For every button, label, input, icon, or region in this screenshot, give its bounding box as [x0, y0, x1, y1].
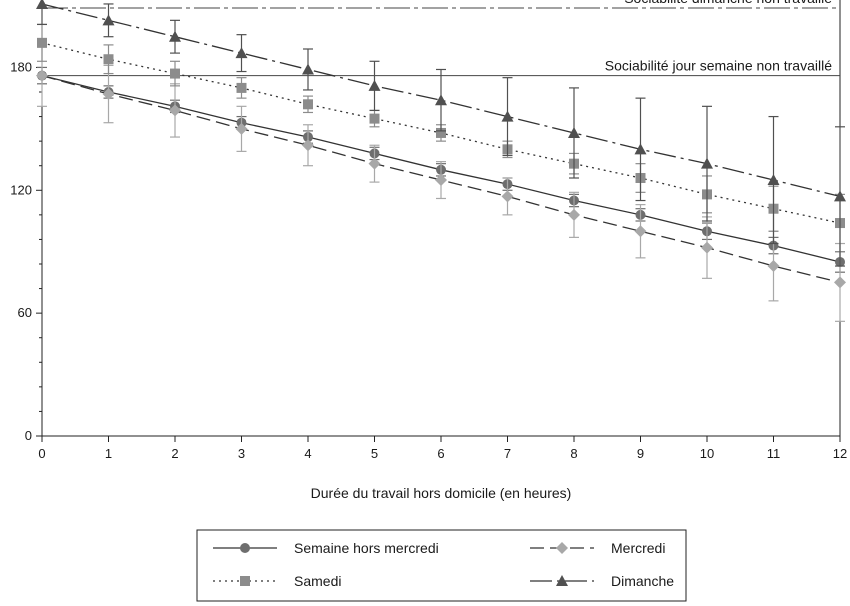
y-ticks: 0 60 120 180 — [10, 42, 42, 443]
data-point — [701, 241, 713, 254]
reference-line-label: Sociabilité jour semaine non travaillé — [605, 58, 832, 74]
x-tick-label: 10 — [700, 446, 714, 461]
data-point — [236, 82, 247, 93]
x-axis-label: Durée du travail hors domicile (en heure… — [311, 485, 572, 501]
data-point — [303, 99, 313, 110]
data-point — [368, 79, 381, 91]
series-diamond — [36, 44, 846, 322]
x-tick-label: 6 — [437, 446, 444, 461]
data-point — [701, 157, 713, 169]
x-tick-label: 11 — [767, 446, 781, 461]
data-point — [435, 174, 447, 187]
data-point — [103, 54, 114, 65]
legend-marker — [556, 542, 568, 554]
legend-box — [196, 529, 687, 602]
series-layer — [36, 0, 846, 322]
reference-lines: Sociabilité dimanche non travaillé Sociab… — [42, 0, 840, 77]
data-point — [436, 127, 446, 138]
x-tick-label: 12 — [833, 446, 847, 461]
data-point — [634, 225, 647, 238]
reference-line-label: Sociabilité dimanche non travaillé — [624, 0, 832, 6]
data-point — [235, 122, 248, 135]
data-point — [568, 126, 580, 138]
data-point — [302, 63, 314, 75]
legend-item: Semaine hors mercredi — [213, 540, 439, 556]
data-point — [834, 190, 846, 202]
data-point — [834, 276, 846, 289]
data-point — [634, 143, 647, 155]
legend-marker — [240, 543, 250, 553]
data-point — [767, 260, 780, 273]
x-tick-label: 4 — [304, 446, 311, 461]
data-point — [767, 174, 780, 186]
data-point — [368, 157, 381, 170]
x-tick-label: 7 — [504, 446, 511, 461]
data-point — [37, 37, 47, 48]
legend-label: Semaine hors mercredi — [294, 540, 439, 556]
legend-label: Samedi — [294, 573, 341, 589]
data-point — [568, 208, 580, 221]
legend-item: Mercredi — [530, 540, 665, 556]
data-point — [169, 30, 181, 42]
data-point — [36, 0, 48, 9]
data-point — [501, 110, 514, 122]
legend: Semaine hors mercredi Mercredi Samedi Diman… — [196, 529, 687, 602]
legend-item: Dimanche — [530, 573, 674, 589]
x-tick-label: 3 — [238, 446, 245, 461]
data-point — [369, 113, 380, 124]
data-point — [501, 190, 514, 203]
legend-label: Mercredi — [611, 540, 665, 556]
data-point — [302, 139, 314, 152]
x-tick-label: 5 — [371, 446, 378, 461]
x-tick-label: 9 — [637, 446, 644, 461]
legend-item: Samedi — [213, 573, 341, 589]
y-tick-label: 120 — [10, 182, 32, 197]
data-point — [169, 104, 181, 117]
legend-marker — [556, 575, 568, 586]
data-point — [102, 88, 115, 101]
data-point — [235, 47, 248, 59]
data-point — [170, 68, 180, 79]
y-tick-label: 60 — [18, 305, 32, 320]
legend-marker — [240, 576, 250, 586]
x-ticks: 0 1 2 3 4 5 6 7 8 9 10 11 12 — [38, 436, 847, 461]
legend-label: Dimanche — [611, 573, 674, 589]
data-point — [36, 69, 48, 82]
x-tick-label: 0 — [38, 446, 45, 461]
x-tick-label: 1 — [105, 446, 112, 461]
data-point — [435, 94, 447, 106]
x-tick-label: 2 — [171, 446, 178, 461]
data-point — [102, 14, 115, 26]
y-tick-label: 180 — [10, 59, 32, 74]
y-tick-label: 0 — [25, 428, 32, 443]
series-triangle — [36, 0, 846, 267]
x-tick-label: 8 — [570, 446, 577, 461]
